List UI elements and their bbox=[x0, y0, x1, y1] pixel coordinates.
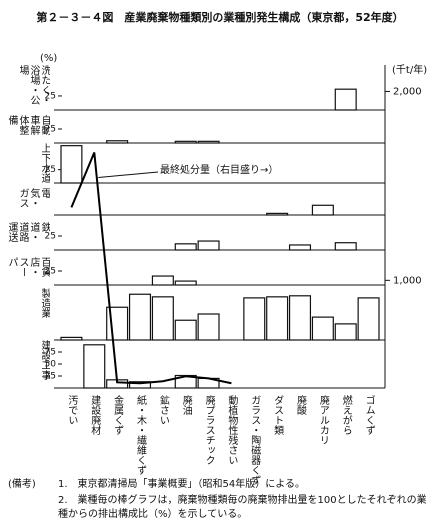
panel-label: 百貨店・スーパー・小売 bbox=[6, 257, 50, 277]
bar bbox=[106, 140, 129, 144]
y-tick-label: 25 bbox=[45, 372, 56, 382]
bar bbox=[197, 240, 220, 251]
x-tick-label: 鉱さい bbox=[157, 394, 169, 425]
bar bbox=[266, 296, 289, 341]
x-tick-label: 汚でい bbox=[66, 394, 78, 425]
bar bbox=[197, 140, 220, 144]
note: 2. 業種毎の棒グラフは，廃棄物種類毎の廃棄物排出量を100としたそれぞれの業種… bbox=[58, 495, 427, 520]
bar bbox=[83, 344, 106, 389]
x-tick-label: 廃油 bbox=[180, 394, 192, 415]
y2-axis-label: (千t/年) bbox=[392, 63, 427, 76]
bar bbox=[174, 243, 197, 251]
x-tick-label: 廃アルカリ bbox=[317, 394, 329, 445]
x-tick-label: 燃えがら bbox=[340, 394, 352, 435]
x-tick-label: ガラス・陶磁器くず bbox=[249, 395, 261, 485]
x-tick-label: 廃プラスチック bbox=[203, 394, 215, 465]
bar bbox=[128, 381, 152, 389]
panel-label: 鉄道・道路運送 bbox=[6, 222, 50, 242]
y-tick-label: 50 bbox=[45, 360, 57, 370]
panel-label: 建設工事 bbox=[39, 340, 50, 380]
line-label: 最終処分量（右目盛り→） bbox=[160, 163, 278, 176]
y2-tick-label: 1,000 bbox=[393, 275, 422, 286]
bar bbox=[243, 297, 266, 341]
bar bbox=[128, 293, 152, 341]
bar bbox=[151, 296, 174, 341]
panel-label: 電気・ガス bbox=[17, 188, 50, 208]
bar bbox=[60, 145, 83, 184]
bar bbox=[334, 88, 357, 111]
panel-label: 上下水道 bbox=[39, 143, 50, 183]
bar bbox=[174, 319, 197, 341]
bar bbox=[266, 212, 289, 216]
x-tick-label: ゴムくず bbox=[363, 394, 375, 435]
x-tick-label: 廃酸 bbox=[295, 394, 307, 416]
note: 1. 東京都清掃局「事業概要」（昭和54年版）による。 bbox=[58, 479, 305, 490]
bar bbox=[288, 295, 312, 341]
bar bbox=[151, 275, 174, 286]
panel-label: 自動車解体整備 bbox=[6, 115, 50, 135]
bar bbox=[174, 140, 197, 144]
x-tick-label: ダスト類 bbox=[272, 395, 284, 436]
bar bbox=[311, 204, 334, 216]
bar bbox=[334, 323, 357, 341]
y-tick-label: 75 bbox=[45, 348, 56, 358]
chart-title: 第２－３－４図 産業廃棄物種類別の業種別発生構成（東京都，52年度） bbox=[36, 10, 403, 24]
y-tick-label: 25 bbox=[45, 91, 56, 101]
leader bbox=[98, 171, 159, 178]
notes-label: (備考) bbox=[8, 479, 36, 490]
panel-label: 製造業 bbox=[39, 288, 50, 318]
bar bbox=[311, 316, 334, 341]
bar bbox=[197, 313, 220, 341]
x-tick-label: 金属くず bbox=[112, 394, 124, 435]
x-tick-label: 動植物性残さい bbox=[226, 394, 238, 465]
y-tick-label: 25 bbox=[45, 232, 56, 242]
bar bbox=[60, 336, 83, 341]
bar bbox=[334, 242, 357, 251]
y2-tick-label: 2,000 bbox=[393, 86, 422, 97]
y-tick-label: 25 bbox=[45, 267, 56, 277]
y-tick-label: 25 bbox=[45, 125, 56, 135]
panel-label: 洗たく・浴場・公場 bbox=[17, 65, 50, 105]
bar bbox=[357, 297, 380, 341]
x-tick-label: 紙・木・繊維くず bbox=[135, 394, 147, 475]
line bbox=[70, 152, 232, 385]
y-axis-label: (%) bbox=[40, 53, 57, 64]
bar bbox=[288, 244, 312, 251]
bar bbox=[174, 280, 197, 286]
y-tick-label: 25 bbox=[45, 165, 56, 175]
x-tick-label: 建設廃材 bbox=[89, 394, 101, 435]
